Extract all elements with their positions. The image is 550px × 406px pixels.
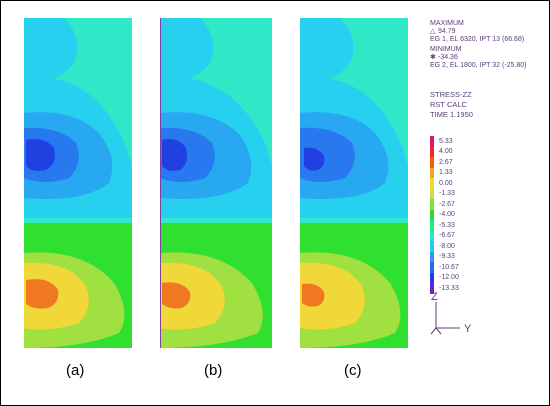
region-dark-blue [26,139,55,171]
legend-row: 5.33 [430,136,459,147]
legend-swatch [430,146,434,157]
color-legend: 5.33 4.00 2.67 1.33 0.00 -1.33 -2.67 -4.00 -5.33… [430,136,459,294]
panel-c-label: (c) [344,362,362,379]
region-orange [26,279,59,309]
axis-triad: Z Y [430,291,472,335]
legend-row: -6.67 [430,230,459,241]
legend-row: 4.00 [430,146,459,157]
panel-a-label: (a) [66,362,85,379]
legend-value: 0.00 [439,179,453,187]
contour-panel-c [300,18,408,348]
triangle-icon: △ [430,28,436,35]
x-axis-line [435,327,442,335]
legend-row: 2.67 [430,157,459,168]
legend-swatch [430,272,434,283]
maximum-location: EG 1, EL 6320, IPT 13 (66.68) [430,36,525,43]
legend-value: -4.00 [439,211,455,219]
maximum-heading: MAXIMUM [430,20,464,27]
x-axis-line [430,327,437,335]
legend-swatch [430,241,434,252]
region-yellow [300,262,365,330]
region-orange [162,282,191,309]
result-time: TIME 1.1950 [430,110,473,119]
legend-value: 1.33 [439,169,453,177]
minimum-value-row: ✱ -34.36 [430,54,458,62]
region-cyan-top [300,18,354,81]
legend-swatch [430,283,434,294]
legend-row: -8.00 [430,241,459,252]
legend-swatch [430,136,434,147]
legend-swatch [430,178,434,189]
region-cyan-top [160,18,214,81]
maximum-value-row: △ 94.79 [430,28,456,36]
legend-row: -5.33 [430,220,459,231]
legend-row: 0.00 [430,178,459,189]
maximum-value: 94.79 [438,28,456,35]
legend-row: 1.33 [430,167,459,178]
region-dark-blue [162,139,188,171]
legend-swatch [430,220,434,231]
legend-swatch [430,209,434,220]
legend-value: -6.67 [439,232,455,240]
asterisk-icon: ✱ [430,54,436,61]
result-quantity: STRESS-ZZ [430,90,472,99]
panel-b-label: (b) [204,362,223,379]
legend-value: -9.33 [439,253,455,261]
legend-value: 2.67 [439,158,453,166]
legend-row: -13.33 [430,283,459,294]
region-cyan-top [24,18,78,81]
legend-value: 4.00 [439,148,453,156]
legend-row: -4.00 [430,209,459,220]
legend-swatch [430,262,434,273]
legend-row: -9.33 [430,251,459,262]
contour-panel-b [160,18,272,348]
legend-row: -1.33 [430,188,459,199]
legend-value: -13.33 [439,284,459,292]
contour-panel-a [24,18,132,348]
legend-swatch [430,157,434,168]
legend-value: 5.33 [439,137,453,145]
legend-swatch [430,251,434,262]
legend-value: -2.67 [439,200,455,208]
legend-row: -2.67 [430,199,459,210]
z-axis-label: Z [431,291,438,303]
result-description: STRESS-ZZ RST CALC TIME 1.1950 [430,90,473,120]
minimum-heading: MINIMUM [430,46,462,53]
legend-swatch [430,188,434,199]
legend-value: -12.00 [439,274,459,282]
legend-swatch [430,167,434,178]
result-calc: RST CALC [430,100,467,109]
y-axis-label: Y [464,323,472,335]
minimum-location: EG 2, EL 1800, IPT 32 (-25.80) [430,62,527,69]
minimum-value: -34.36 [438,54,458,61]
legend-value: -5.33 [439,221,455,229]
legend-swatch [430,230,434,241]
region-orange [302,283,325,307]
legend-row: -12.00 [430,272,459,283]
region-yellow [160,262,225,330]
legend-value: -10.67 [439,263,459,271]
legend-row: -10.67 [430,262,459,273]
legend-swatch [430,199,434,210]
legend-value: -1.33 [439,190,455,198]
legend-value: -8.00 [439,242,455,250]
region-dark-blue [304,147,325,171]
